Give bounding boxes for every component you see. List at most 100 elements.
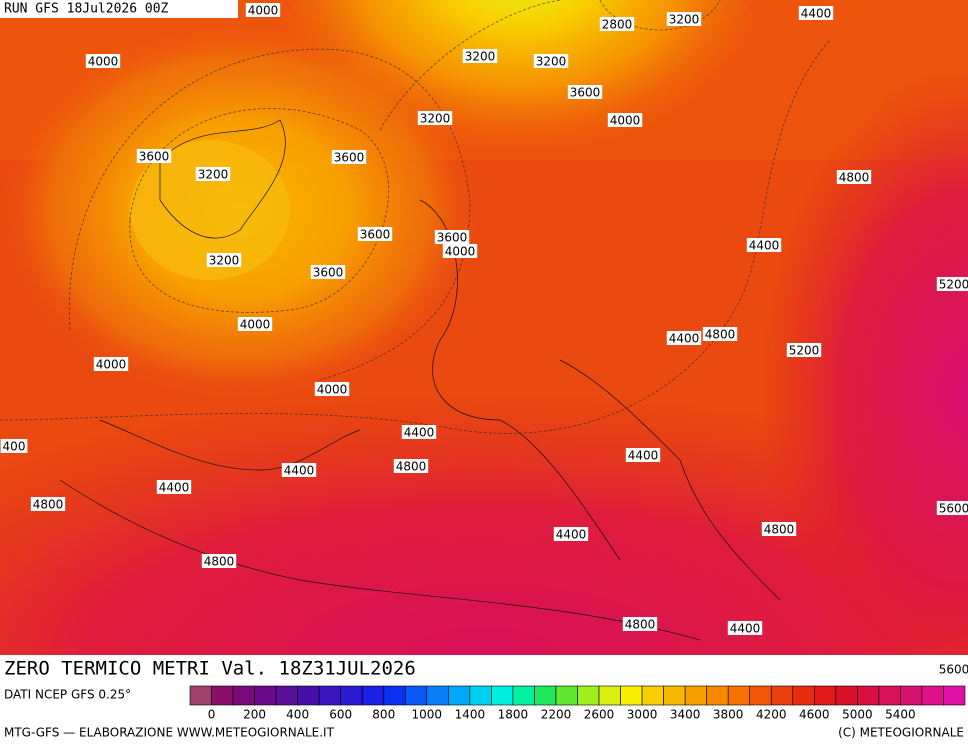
contour-label: 3600 [360, 228, 391, 242]
contour-label: 4000 [610, 114, 641, 128]
colorbar-swatch [297, 685, 320, 706]
contour-label: 4800 [204, 555, 235, 569]
label-box [434, 230, 470, 244]
colorbar-swatch [921, 685, 944, 706]
contour-label: 4000 [248, 4, 279, 18]
run-label: RUN GFS 18Jul2026 00Z [4, 2, 169, 17]
label-box [702, 327, 738, 341]
label-box [786, 343, 822, 357]
label-box [936, 501, 968, 515]
contour-label: 4800 [839, 171, 870, 185]
colorbar-swatch [749, 685, 772, 706]
contour-label: 5200 [789, 344, 820, 358]
contour-label: 4400 [730, 622, 761, 636]
colorbar-swatch [534, 685, 557, 706]
label-box [281, 463, 317, 477]
colorbar-swatch [275, 685, 298, 706]
colorbar-label: 200 [243, 708, 266, 722]
contour-label: 3600 [570, 86, 601, 100]
contour-label: 4400 [404, 426, 435, 440]
label-box [936, 662, 968, 676]
colorbar-swatch [340, 685, 363, 706]
source: DATI NCEP GFS 0.25° [4, 688, 131, 702]
contour-label: 4000 [88, 55, 119, 69]
contour-label: 4800 [705, 328, 736, 342]
contour-labels: 4000 4000 3200 3200 2800 3200 4400 3600 3200 4000… [0, 3, 968, 677]
contour-label: 4400 [159, 481, 190, 495]
label-box [462, 49, 498, 63]
colorbar-label: 3400 [670, 708, 701, 722]
label-box [85, 54, 121, 68]
colorbar-label: 5400 [885, 708, 916, 722]
label-box [442, 244, 478, 258]
label-box [798, 6, 834, 20]
label-box [245, 3, 281, 17]
colorbar-swatch [857, 685, 880, 706]
label-box [533, 54, 569, 68]
contour-label: 3200 [209, 254, 240, 268]
label-box [357, 227, 393, 241]
label-box [836, 170, 872, 184]
colorbar-swatch [512, 685, 535, 706]
label-box [727, 621, 763, 635]
contour-label: 4400 [284, 464, 315, 478]
label-box [936, 277, 968, 291]
contour-label: 4000 [240, 318, 271, 332]
colorbar-swatch [598, 685, 621, 706]
label-box [666, 331, 702, 345]
label-box [201, 554, 237, 568]
colorbar-swatch [641, 685, 664, 706]
label-box [553, 527, 589, 541]
colorbar-swatch [232, 685, 255, 706]
map [0, 0, 968, 655]
label-box [746, 238, 782, 252]
contour-label: 4000 [317, 383, 348, 397]
label-box [310, 265, 346, 279]
colorbar-swatch [620, 685, 643, 706]
label-box [195, 167, 231, 181]
colorbar-label: 600 [329, 708, 352, 722]
colorbar-swatch [878, 685, 901, 706]
colorbar-swatch [727, 685, 751, 706]
contour-label: 4400 [628, 449, 659, 463]
colorbar-swatch [254, 685, 277, 706]
contour-label: 4000 [96, 358, 127, 372]
colorbar-label: 400 [286, 708, 309, 722]
map-title: ZERO TERMICO METRI Val. 18Z31JUL2026 [4, 658, 416, 680]
colorbar: 0 200 400 600 800 1000 1400 1800 2200 2600 3000 340… [189, 685, 966, 722]
label-box [567, 85, 603, 99]
contour-label: 4800 [764, 523, 795, 537]
colorbar-label: 1400 [455, 708, 486, 722]
label-box [237, 317, 273, 331]
label-box [666, 12, 702, 26]
colorbar-swatch [770, 685, 794, 706]
contour-label: 4800 [625, 618, 656, 632]
colorbar-swatch [943, 685, 966, 706]
contour-label: 5600 [939, 502, 968, 516]
colorbar-label: 4200 [756, 708, 787, 722]
label-box [156, 480, 192, 494]
contour-label: 3200 [465, 50, 496, 64]
contour-label: 3200 [669, 13, 700, 27]
label-box [607, 113, 643, 127]
contour-label: 5200 [939, 278, 968, 292]
contour-label: 4000 [445, 245, 476, 259]
label-box [136, 149, 172, 163]
colorbar-label: 1800 [498, 708, 529, 722]
colorbar-swatch [814, 685, 837, 706]
label-box [401, 425, 437, 439]
label-box [30, 497, 66, 511]
colorbar-swatch [426, 685, 449, 706]
label-box [331, 150, 367, 164]
contour-label: 4400 [749, 239, 780, 253]
label-box [0, 439, 28, 453]
label-box [622, 617, 658, 631]
colorbar-label: 2200 [541, 708, 572, 722]
contour-label: 4400 [669, 332, 700, 346]
title-box [0, 655, 412, 683]
colorbar-swatch [792, 685, 815, 706]
contour-label: 3600 [334, 151, 365, 165]
colorbar-label: 2600 [584, 708, 615, 722]
colorbar-swatch [663, 685, 686, 706]
colorbar-label: 4600 [799, 708, 830, 722]
